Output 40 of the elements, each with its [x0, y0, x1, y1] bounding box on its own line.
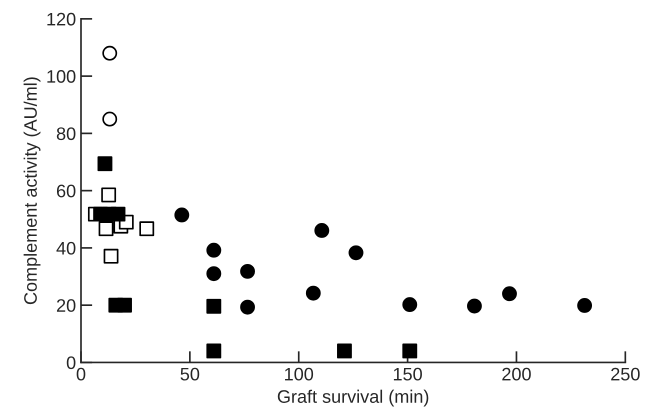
point: [98, 221, 114, 236]
point: [206, 298, 222, 314]
x-tick-label: 0: [76, 368, 86, 381]
point: [348, 245, 364, 260]
point: [467, 298, 482, 314]
point: [98, 156, 112, 172]
point: [402, 344, 418, 358]
point: [240, 300, 255, 315]
point: [502, 286, 517, 302]
point: [306, 286, 321, 301]
y-tick-label: 20: [56, 299, 76, 312]
y-axis-title: Complement activity (AU/ml): [24, 77, 40, 304]
x-tick-label: 150: [394, 368, 422, 381]
point: [110, 206, 126, 222]
point: [139, 221, 154, 236]
point: [206, 344, 222, 358]
x-tick-label: 100: [285, 368, 314, 381]
point: [240, 264, 255, 279]
point: [314, 223, 330, 238]
x-axis-title: Graft survival (min): [278, 390, 428, 407]
y-tick-label: 80: [56, 127, 76, 140]
point: [102, 46, 118, 61]
point: [577, 298, 592, 313]
point: [101, 188, 116, 202]
x-tick-label: 50: [180, 368, 200, 381]
point: [104, 248, 118, 264]
y-tick-label: 120: [47, 12, 76, 26]
x-tick-label: 200: [502, 368, 531, 381]
y-tick-label: 0: [66, 356, 76, 370]
point: [174, 208, 190, 222]
x-tick-label: 250: [611, 368, 640, 381]
point: [337, 344, 352, 358]
y-tick-label: 40: [56, 242, 76, 255]
y-tick-label: 100: [47, 70, 76, 83]
point: [206, 242, 222, 258]
point: [117, 298, 132, 313]
point: [102, 112, 118, 126]
point: [206, 266, 222, 282]
point: [402, 297, 418, 312]
y-tick-label: 60: [56, 184, 76, 198]
